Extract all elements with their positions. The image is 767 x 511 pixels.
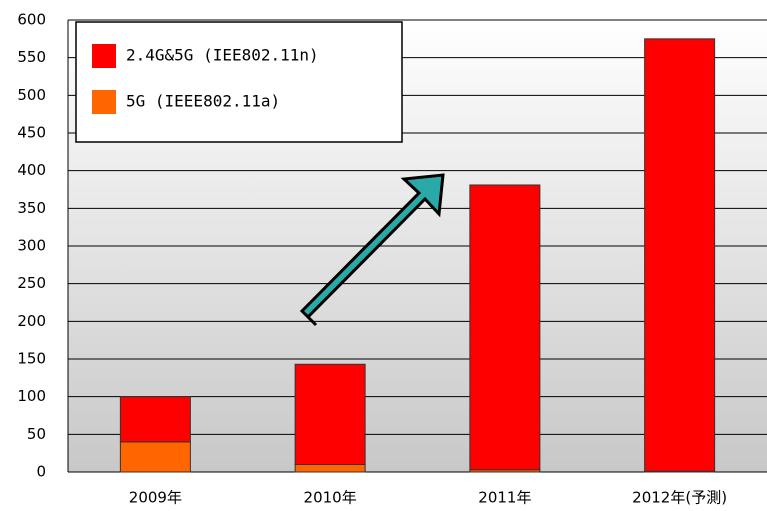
y-tick-label: 350 xyxy=(17,199,46,217)
legend-label: 2.4G&5G (IEE802.11n) xyxy=(126,46,319,65)
y-tick-label: 400 xyxy=(17,161,46,179)
y-tick-label: 450 xyxy=(17,124,46,142)
y-tick-label: 50 xyxy=(27,425,46,443)
legend-box xyxy=(75,21,403,143)
x-tick-label: 2012年(予測) xyxy=(632,489,727,507)
x-tick-label: 2009年 xyxy=(129,489,182,507)
legend-swatch xyxy=(92,44,116,68)
x-tick-label: 2010年 xyxy=(304,489,357,507)
bar-segment xyxy=(294,463,366,473)
y-tick-label: 550 xyxy=(17,48,46,66)
y-tick-label: 600 xyxy=(17,11,46,29)
bar-segment xyxy=(644,38,716,472)
legend-label: 5G (IEEE802.11a) xyxy=(126,92,280,111)
y-tick-label: 250 xyxy=(17,274,46,292)
y-tick-label: 500 xyxy=(17,86,46,104)
y-tick-label: 0 xyxy=(36,463,46,481)
bar-segment xyxy=(119,396,191,443)
bar-segment xyxy=(469,184,541,471)
trend-arrow xyxy=(299,173,445,327)
y-tick-label: 300 xyxy=(17,237,46,255)
y-tick-label: 200 xyxy=(17,312,46,330)
legend-swatch xyxy=(92,90,116,114)
x-tick-label: 2011年 xyxy=(478,489,531,507)
y-tick-label: 150 xyxy=(17,350,46,368)
bar-segment xyxy=(294,363,366,465)
legend: 2.4G&5G (IEE802.11n) 5G (IEEE802.11a) xyxy=(75,21,403,143)
y-tick-label: 100 xyxy=(17,387,46,405)
bar-segment xyxy=(119,441,191,473)
